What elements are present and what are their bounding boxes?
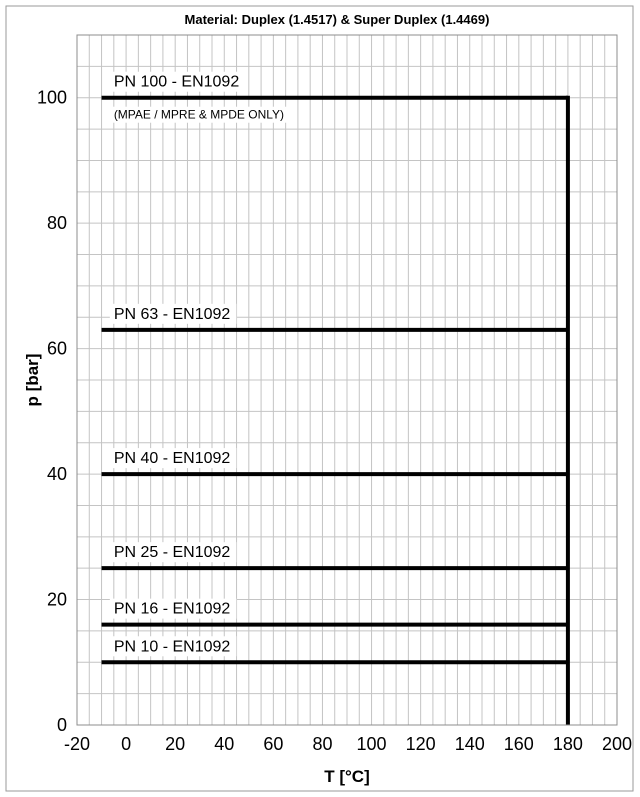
y-axis-title: p [bar] xyxy=(23,354,42,407)
y-tick-label: 40 xyxy=(47,464,67,484)
tick-labels: -20 0 20 40 60 80 100 120 140 160 180 2000204060801… xyxy=(37,88,632,754)
y-tick-label: 0 xyxy=(57,715,67,735)
series-label-0: PN 100 - EN1092 xyxy=(114,74,240,91)
x-tick-label: 200 xyxy=(602,734,632,754)
x-tick-label: 20 xyxy=(165,734,185,754)
series-label-5: PN 10 - EN1092 xyxy=(114,638,231,655)
x-tick-label: 0 xyxy=(121,734,131,754)
series-label-3: PN 25 - EN1092 xyxy=(114,544,231,561)
x-tick-label: 80 xyxy=(312,734,332,754)
series-labels: PN 100 - EN1092 (MPAE / MPRE & MPDE ONLY)… xyxy=(109,71,291,657)
series-label-2: PN 40 - EN1092 xyxy=(114,450,231,467)
chart-title: Material: Duplex (1.4517) & Super Duplex… xyxy=(185,12,490,27)
series-label-background xyxy=(109,448,237,469)
x-tick-label: 120 xyxy=(406,734,436,754)
y-tick-label: 20 xyxy=(47,590,67,610)
series-label-1: PN 63 - EN1092 xyxy=(114,306,231,323)
series-label-4: PN 16 - EN1092 xyxy=(114,601,231,618)
chart-outer-border xyxy=(5,5,634,792)
series-note-background xyxy=(109,106,291,123)
series-label-background xyxy=(109,71,246,92)
series-label-background xyxy=(109,636,237,657)
y-tick-label: 60 xyxy=(47,339,67,359)
x-tick-label: 140 xyxy=(455,734,485,754)
x-tick-label: 160 xyxy=(504,734,534,754)
series-label-background xyxy=(109,598,237,619)
series-note-0: (MPAE / MPRE & MPDE ONLY) xyxy=(114,108,284,122)
x-axis-title: T [°C] xyxy=(324,767,370,786)
x-tick-label: 100 xyxy=(357,734,387,754)
series-label-background xyxy=(109,303,237,324)
series-lines xyxy=(101,95,570,725)
y-tick-label: 100 xyxy=(37,88,67,108)
plot-frame xyxy=(5,5,634,792)
y-tick-label: 80 xyxy=(47,213,67,233)
grid xyxy=(77,35,617,725)
x-tick-label: 60 xyxy=(263,734,283,754)
series-label-background xyxy=(109,542,237,563)
x-tick-label: 180 xyxy=(553,734,583,754)
x-tick-label: -20 xyxy=(64,734,90,754)
x-tick-label: 40 xyxy=(214,734,234,754)
plot-area-border xyxy=(76,34,618,726)
